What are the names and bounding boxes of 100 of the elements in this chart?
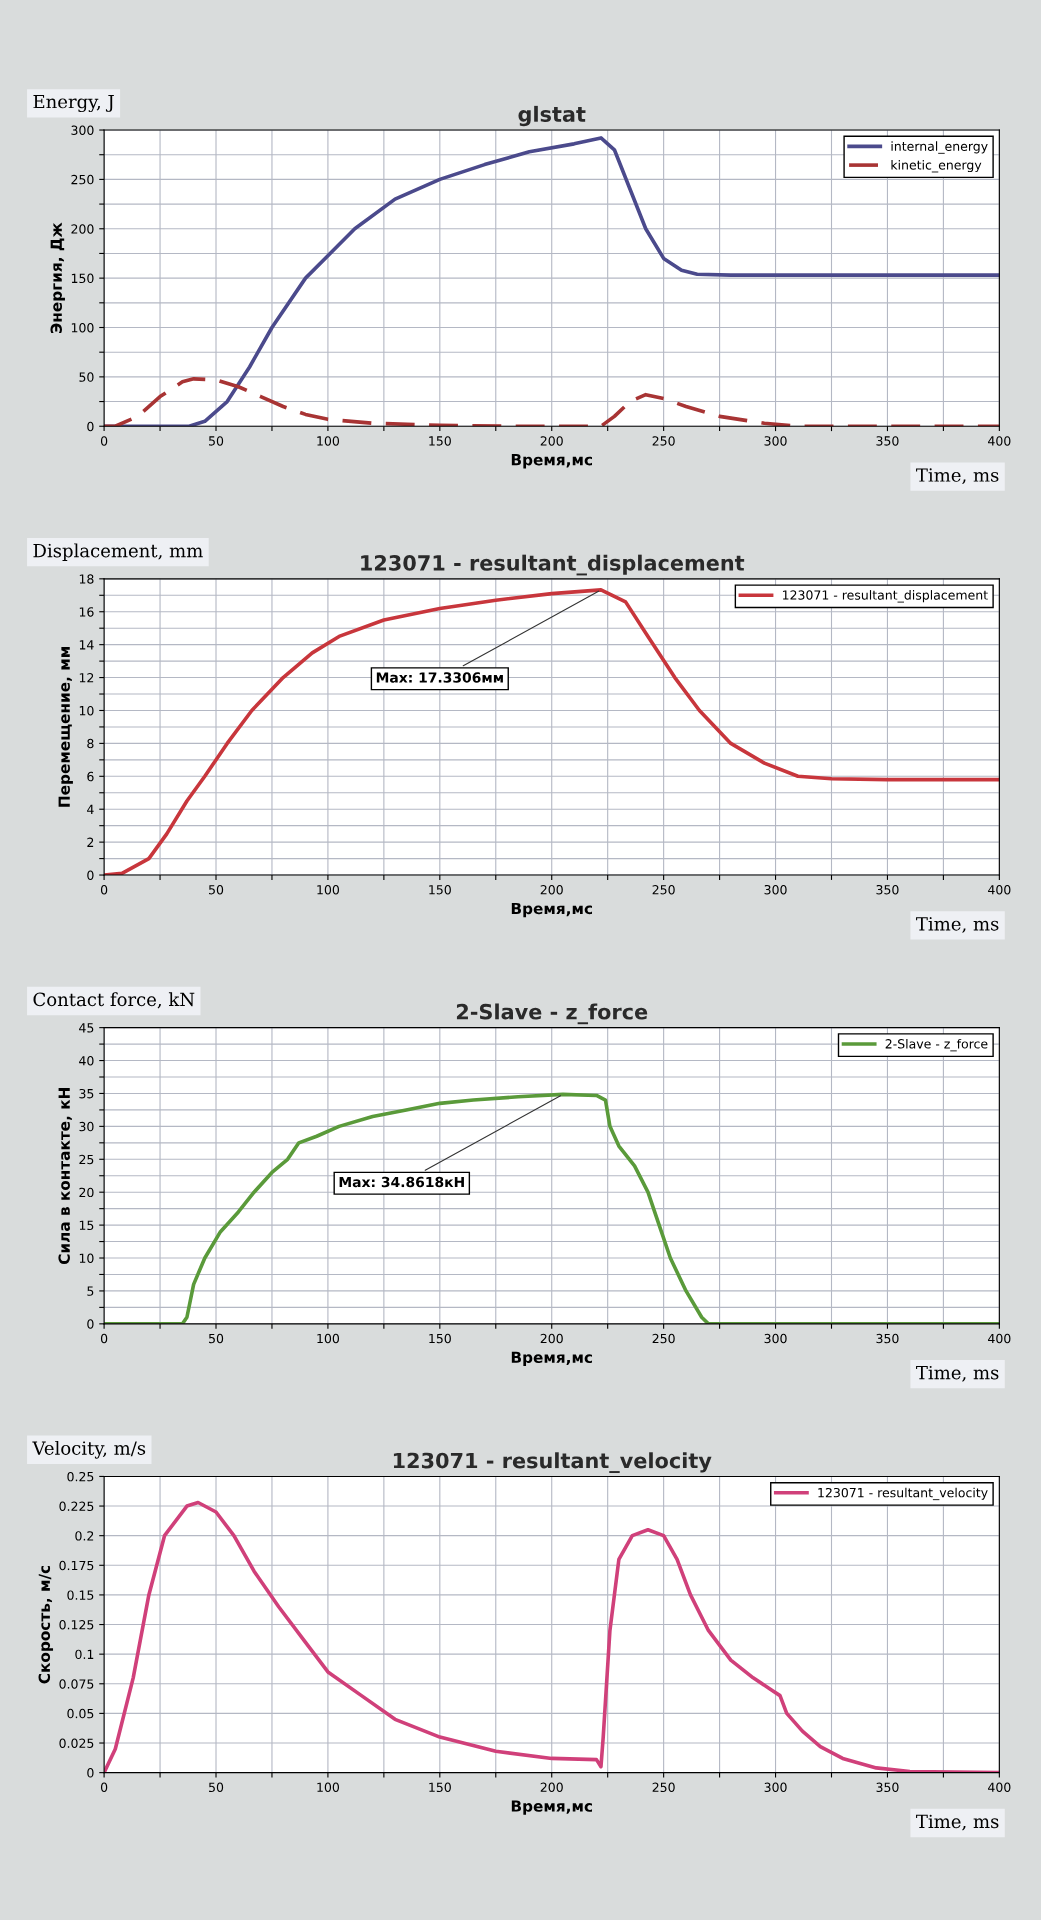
y-axis-title: Сила в контакте, кН bbox=[58, 1088, 72, 1265]
y-tick-label: 0 bbox=[87, 1319, 94, 1329]
x-axis-title: Время,мс bbox=[511, 454, 592, 469]
x-tick-label: 350 bbox=[876, 436, 899, 446]
legend-label: 2-Slave - z_force bbox=[885, 1038, 988, 1052]
x-tick-label: 100 bbox=[317, 436, 340, 446]
y-axis-title: Скорость, м/с bbox=[38, 1565, 54, 1684]
x-tick-label: 200 bbox=[540, 884, 563, 895]
y-tick-label: 0 bbox=[87, 1768, 94, 1778]
y-tick-label: 15 bbox=[79, 1220, 94, 1231]
x-tick-label: 250 bbox=[652, 884, 675, 895]
y-axis-title: Энергия, Дж bbox=[50, 222, 65, 333]
text: Time, ms bbox=[916, 1814, 999, 1831]
y-tick-label: 16 bbox=[79, 607, 94, 617]
y-tick-label: 40 bbox=[79, 1056, 94, 1066]
x-tick-label: 400 bbox=[988, 436, 1011, 446]
legend-label: internal_energy bbox=[891, 141, 988, 154]
y-tick-label: 300 bbox=[71, 125, 94, 135]
x-tick-label: 150 bbox=[429, 884, 451, 895]
legend-label: kinetic_energy bbox=[891, 159, 982, 173]
legend-label: 123071 - resultant_velocity bbox=[818, 1487, 988, 1501]
chart-title: glstat bbox=[518, 105, 586, 127]
x-tick-label: 50 bbox=[209, 1333, 224, 1344]
text: Time, ms bbox=[916, 1365, 999, 1382]
y-tick-label: 250 bbox=[71, 174, 94, 185]
x-tick-label: 300 bbox=[764, 1782, 787, 1793]
x-tick-label: 200 bbox=[540, 1782, 563, 1793]
x-tick-label: 400 bbox=[988, 1333, 1011, 1344]
x-tick-label: 300 bbox=[764, 436, 787, 446]
y-tick-label: 35 bbox=[79, 1088, 94, 1099]
x-tick-label: 300 bbox=[764, 884, 787, 895]
y-tick-label: 200 bbox=[71, 224, 94, 234]
y-tick-label: 0.25 bbox=[67, 1471, 94, 1482]
annotation: Max: 34.8618кН bbox=[339, 1176, 464, 1188]
x-tick-label: 50 bbox=[209, 436, 224, 446]
y-tick-label: 20 bbox=[79, 1187, 94, 1198]
legend-label: 123071 - resultant_displacement bbox=[782, 590, 988, 603]
x-tick-label: 400 bbox=[988, 1782, 1011, 1793]
x-tick-label: 50 bbox=[209, 884, 224, 895]
y-tick-label: 8 bbox=[87, 738, 94, 749]
x-tick-label: 400 bbox=[988, 884, 1011, 895]
x-axis-title: Время,мс bbox=[511, 902, 592, 918]
x-tick-label: 350 bbox=[876, 1333, 899, 1344]
x-tick-label: 250 bbox=[652, 1782, 675, 1793]
x-tick-label: 0 bbox=[100, 1333, 108, 1344]
text: Time, ms bbox=[916, 917, 999, 933]
annotation: Max: 17.3306мм bbox=[376, 672, 503, 683]
x-tick-label: 100 bbox=[317, 1782, 340, 1793]
x-tick-label: 250 bbox=[652, 1333, 675, 1344]
chart-title: 2-Slave - z_force bbox=[456, 1003, 648, 1025]
y-tick-label: 0.125 bbox=[59, 1620, 94, 1630]
x-tick-label: 100 bbox=[317, 1333, 340, 1344]
y-tick-label: 18 bbox=[79, 574, 94, 584]
x-tick-label: 0 bbox=[100, 884, 108, 895]
x-axis-title: Время,мс bbox=[511, 1800, 592, 1815]
y-tick-label: 0.175 bbox=[59, 1560, 94, 1571]
x-tick-label: 250 bbox=[652, 436, 675, 446]
y-tick-label: 0.05 bbox=[67, 1708, 94, 1719]
x-tick-label: 50 bbox=[209, 1782, 224, 1793]
y-tick-label: 50 bbox=[79, 372, 94, 382]
x-tick-label: 200 bbox=[540, 436, 563, 446]
x-tick-label: 150 bbox=[429, 1333, 451, 1344]
y-tick-label: 2 bbox=[87, 837, 94, 847]
y-tick-label: 45 bbox=[79, 1023, 94, 1033]
y-tick-label: 12 bbox=[79, 673, 94, 683]
x-tick-label: 350 bbox=[876, 1782, 899, 1793]
text: Contact force, kN bbox=[33, 992, 195, 1009]
y-tick-label: 25 bbox=[79, 1154, 94, 1165]
y-tick-label: 0.2 bbox=[75, 1531, 94, 1541]
y-tick-label: 0.1 bbox=[75, 1649, 94, 1660]
chart-title: 123071 - resultant_velocity bbox=[393, 1452, 712, 1474]
y-tick-label: 5 bbox=[87, 1286, 94, 1296]
x-tick-label: 200 bbox=[540, 1333, 563, 1344]
x-tick-label: 150 bbox=[429, 1782, 451, 1793]
x-tick-label: 300 bbox=[764, 1333, 787, 1344]
y-tick-label: 14 bbox=[79, 640, 94, 650]
text: Energy, J bbox=[33, 94, 114, 113]
x-tick-label: 350 bbox=[876, 884, 899, 895]
text: Time, ms bbox=[916, 468, 999, 485]
text: Velocity, m/s bbox=[32, 1440, 146, 1459]
y-tick-label: 0 bbox=[87, 421, 94, 432]
y-tick-label: 4 bbox=[87, 804, 94, 814]
x-tick-label: 100 bbox=[317, 884, 340, 895]
y-tick-label: 6 bbox=[87, 771, 94, 782]
y-tick-label: 10 bbox=[79, 705, 94, 716]
x-tick-label: 0 bbox=[100, 1782, 108, 1793]
text: Displacement, mm bbox=[33, 543, 203, 561]
x-tick-label: 0 bbox=[100, 436, 108, 446]
y-tick-label: 0.225 bbox=[59, 1501, 94, 1511]
y-tick-label: 30 bbox=[79, 1121, 94, 1132]
y-tick-label: 0.025 bbox=[59, 1738, 94, 1748]
y-axis-title: Перемещение, мм bbox=[58, 647, 73, 807]
x-axis-title: Время,мс bbox=[511, 1351, 592, 1366]
x-tick-label: 150 bbox=[429, 436, 451, 446]
y-tick-label: 0.15 bbox=[67, 1590, 94, 1600]
y-tick-label: 10 bbox=[79, 1253, 94, 1263]
y-tick-label: 0 bbox=[87, 870, 94, 880]
chart-title: 123071 - resultant_displacement bbox=[361, 554, 745, 576]
y-tick-label: 0.075 bbox=[59, 1679, 94, 1689]
y-tick-label: 100 bbox=[71, 322, 94, 333]
